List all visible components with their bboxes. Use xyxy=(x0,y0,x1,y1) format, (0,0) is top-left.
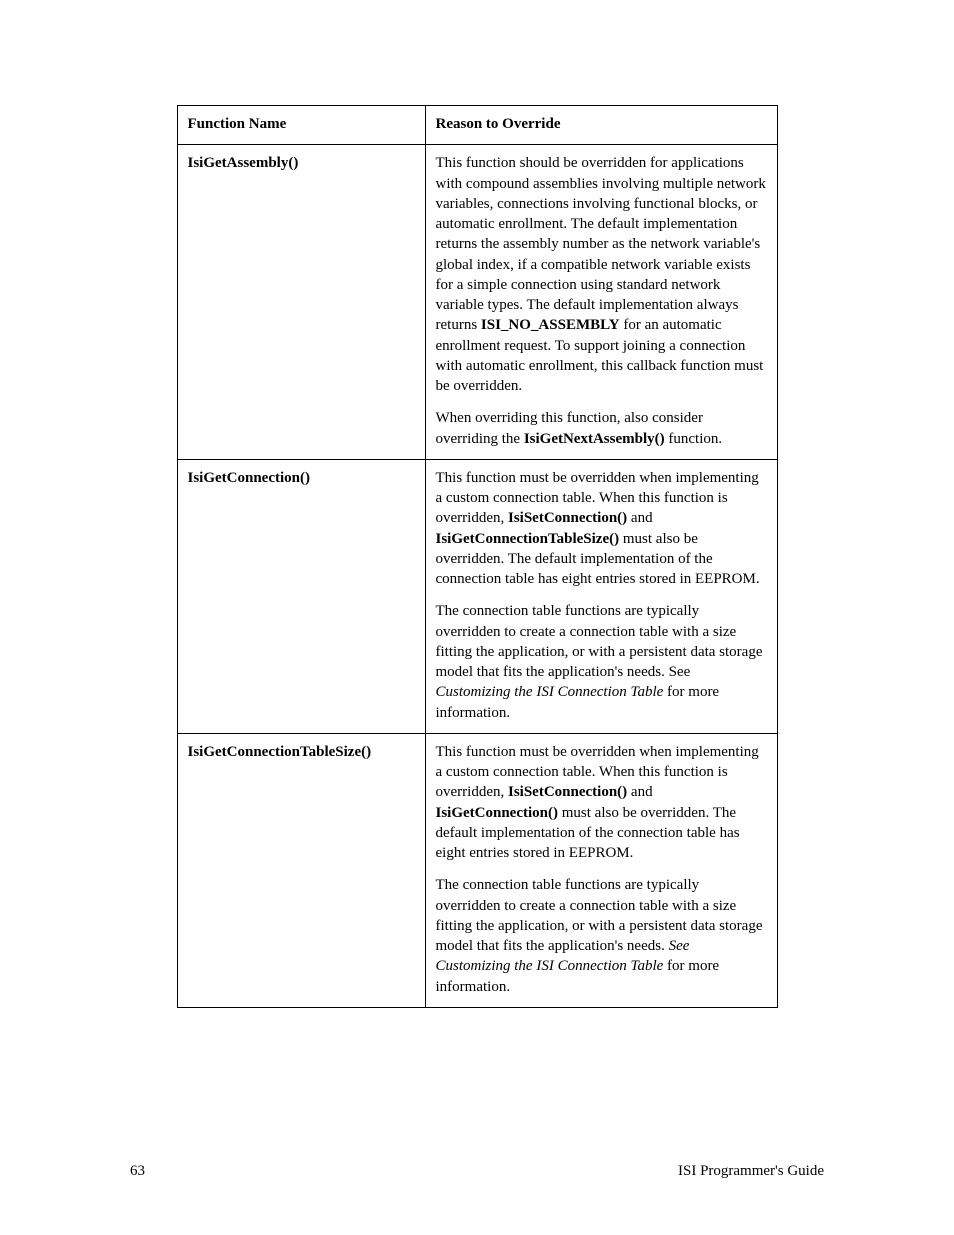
header-col-reason: Reason to Override xyxy=(425,106,777,145)
function-name-text: IsiGetConnection() xyxy=(188,470,311,486)
text: and xyxy=(627,784,652,800)
reason-para-2: The connection table functions are typic… xyxy=(436,875,767,997)
bold-text: IsiGetConnection() xyxy=(436,805,559,821)
page: Function Name Reason to Override IsiGetA… xyxy=(0,0,954,1235)
text: The connection table functions are typic… xyxy=(436,877,763,954)
cell-reason: This function should be overridden for a… xyxy=(425,145,777,460)
reason-para-2: The connection table functions are typic… xyxy=(436,601,767,723)
italic-text: Customizing the ISI Connection Table xyxy=(436,958,664,974)
text: function. xyxy=(665,431,723,447)
cell-function-name: IsiGetConnection() xyxy=(177,459,425,733)
reason-para-1: This function should be overridden for a… xyxy=(436,153,767,396)
page-number: 63 xyxy=(130,1163,145,1180)
page-footer: 63 ISI Programmer's Guide xyxy=(130,1163,824,1180)
table-header-row: Function Name Reason to Override xyxy=(177,106,777,145)
italic-text: Customizing the ISI Connection Table xyxy=(436,684,664,700)
cell-reason: This function must be overridden when im… xyxy=(425,459,777,733)
function-table: Function Name Reason to Override IsiGetA… xyxy=(177,105,778,1008)
bold-text: ISI_NO_ASSEMBLY xyxy=(481,317,620,333)
text: The connection table functions are typic… xyxy=(436,603,763,680)
italic-text: See xyxy=(669,938,690,954)
cell-function-name: IsiGetAssembly() xyxy=(177,145,425,460)
reason-para-1: This function must be overridden when im… xyxy=(436,742,767,864)
text: and xyxy=(627,510,652,526)
function-name-text: IsiGetAssembly() xyxy=(188,155,299,171)
bold-text: IsiSetConnection() xyxy=(508,784,627,800)
table-row: IsiGetConnectionTableSize() This functio… xyxy=(177,733,777,1007)
cell-reason: This function must be overridden when im… xyxy=(425,733,777,1007)
reason-para-2: When overriding this function, also cons… xyxy=(436,408,767,449)
doc-title: ISI Programmer's Guide xyxy=(678,1163,824,1180)
function-name-text: IsiGetConnectionTableSize() xyxy=(188,744,372,760)
bold-text: IsiGetNextAssembly() xyxy=(524,431,665,447)
text: This function should be overridden for a… xyxy=(436,155,766,333)
table-row: IsiGetAssembly() This function should be… xyxy=(177,145,777,460)
bold-text: IsiSetConnection() xyxy=(508,510,627,526)
bold-text: IsiGetConnectionTableSize() xyxy=(436,531,620,547)
cell-function-name: IsiGetConnectionTableSize() xyxy=(177,733,425,1007)
reason-para-1: This function must be overridden when im… xyxy=(436,468,767,590)
table-row: IsiGetConnection() This function must be… xyxy=(177,459,777,733)
header-col-function-name: Function Name xyxy=(177,106,425,145)
